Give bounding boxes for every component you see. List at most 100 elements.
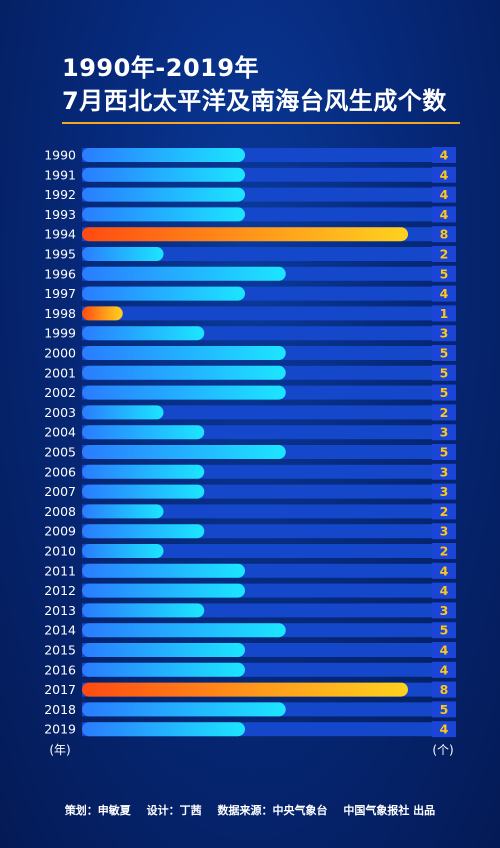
value-box bbox=[432, 384, 456, 401]
bar bbox=[82, 682, 408, 697]
value-box bbox=[432, 147, 456, 163]
value-box bbox=[432, 345, 456, 361]
year-label: 1990 bbox=[44, 148, 76, 163]
bar bbox=[82, 583, 245, 598]
year-label: 2017 bbox=[44, 682, 76, 697]
value-box bbox=[432, 503, 456, 520]
year-label: 2005 bbox=[44, 445, 76, 460]
bar bbox=[82, 662, 245, 677]
year-label: 2019 bbox=[44, 722, 76, 737]
year-label: 2013 bbox=[44, 603, 76, 618]
credits-footer: 策划：申敏夏 设计：丁茜 数据来源：中央气象台 中国气象报社 出品 bbox=[0, 802, 500, 818]
value-box bbox=[432, 186, 456, 203]
bar-row: 2009 3 bbox=[44, 523, 456, 540]
value-box bbox=[432, 305, 456, 322]
bar-chart: 1990 4 1991 4 1992 4 1993 4 1994 8 1995 2 1996 5 1997 4… bbox=[44, 147, 456, 757]
bar bbox=[82, 247, 164, 261]
year-label: 1998 bbox=[44, 306, 76, 321]
value-box bbox=[432, 444, 456, 460]
value-box bbox=[432, 364, 456, 381]
count-axis-label: (个) bbox=[432, 743, 453, 757]
bar bbox=[82, 643, 245, 657]
year-label: 2006 bbox=[44, 464, 76, 479]
year-label: 2002 bbox=[44, 385, 76, 400]
bar bbox=[82, 563, 245, 578]
chart-title: 1990年-2019年 7月西北太平洋及南海台风生成个数 bbox=[62, 52, 482, 118]
bar-row: 2001 5 bbox=[44, 364, 456, 381]
value-label: 2 bbox=[440, 405, 449, 420]
year-label: 2007 bbox=[44, 484, 76, 499]
bar bbox=[82, 227, 408, 242]
title-line-2: 7月西北太平洋及南海台风生成个数 bbox=[62, 87, 447, 115]
bar-row: 1994 8 bbox=[44, 226, 456, 243]
bar-row: 2005 5 bbox=[44, 444, 456, 460]
bar bbox=[82, 187, 245, 202]
bar bbox=[82, 326, 205, 341]
bar bbox=[82, 346, 286, 360]
bar-row: 2006 3 bbox=[44, 463, 456, 480]
value-label: 5 bbox=[440, 365, 449, 380]
year-label: 2014 bbox=[44, 623, 76, 638]
year-label: 2000 bbox=[44, 346, 76, 361]
bar bbox=[82, 365, 286, 380]
bar-row: 2011 4 bbox=[44, 562, 456, 579]
value-box bbox=[432, 602, 456, 619]
value-box bbox=[432, 206, 456, 223]
value-label: 5 bbox=[440, 266, 449, 281]
year-label: 2016 bbox=[44, 662, 76, 677]
bar-row: 2004 3 bbox=[44, 424, 456, 441]
bar-row: 1997 4 bbox=[44, 285, 456, 302]
value-label: 4 bbox=[440, 148, 449, 163]
year-label: 2015 bbox=[44, 643, 76, 658]
year-label: 1997 bbox=[44, 286, 76, 301]
value-box bbox=[432, 523, 456, 540]
bar-row: 1998 1 bbox=[44, 305, 456, 322]
bar-track bbox=[82, 247, 456, 261]
value-label: 2 bbox=[440, 247, 449, 262]
bar-row: 2002 5 bbox=[44, 384, 456, 401]
year-axis-label: (年) bbox=[49, 743, 70, 757]
value-box bbox=[432, 226, 456, 243]
value-label: 4 bbox=[440, 207, 449, 222]
value-box bbox=[432, 265, 456, 282]
credit-publisher: 中国气象报社 出品 bbox=[343, 804, 436, 817]
value-box bbox=[432, 463, 456, 480]
value-box bbox=[432, 661, 456, 678]
bar-row: 1990 4 bbox=[44, 147, 456, 163]
bar bbox=[82, 623, 286, 638]
bar-row: 2014 5 bbox=[44, 622, 456, 639]
value-box bbox=[432, 681, 456, 698]
value-box bbox=[432, 543, 456, 559]
value-label: 1 bbox=[440, 306, 449, 321]
bar bbox=[82, 702, 286, 717]
value-box bbox=[432, 721, 456, 738]
bar-row: 1992 4 bbox=[44, 186, 456, 203]
year-label: 2004 bbox=[44, 425, 76, 440]
bar-row: 2019 4 bbox=[44, 721, 456, 738]
bar-row: 2008 2 bbox=[44, 503, 456, 520]
value-label: 4 bbox=[440, 722, 449, 737]
bar bbox=[82, 484, 205, 499]
bar bbox=[82, 266, 286, 281]
bar-row: 1991 4 bbox=[44, 166, 456, 183]
year-label: 1992 bbox=[44, 187, 76, 202]
bar-row: 1996 5 bbox=[44, 265, 456, 282]
bar-row: 2012 4 bbox=[44, 582, 456, 599]
year-label: 1996 bbox=[44, 266, 76, 281]
bar-row: 1999 3 bbox=[44, 325, 456, 342]
year-label: 2018 bbox=[44, 702, 76, 717]
bar-track bbox=[82, 544, 456, 558]
value-box bbox=[432, 642, 456, 658]
value-box bbox=[432, 404, 456, 421]
bar-row: 2007 3 bbox=[44, 483, 456, 500]
value-box bbox=[432, 246, 456, 262]
bar-row: 2017 8 bbox=[44, 681, 456, 698]
bar-row: 2003 2 bbox=[44, 404, 456, 421]
year-label: 2009 bbox=[44, 524, 76, 539]
bar-row: 2018 5 bbox=[44, 701, 456, 718]
value-label: 3 bbox=[440, 484, 449, 499]
value-label: 2 bbox=[440, 504, 449, 519]
bar bbox=[82, 722, 245, 737]
bar bbox=[82, 207, 245, 222]
value-label: 4 bbox=[440, 187, 449, 202]
